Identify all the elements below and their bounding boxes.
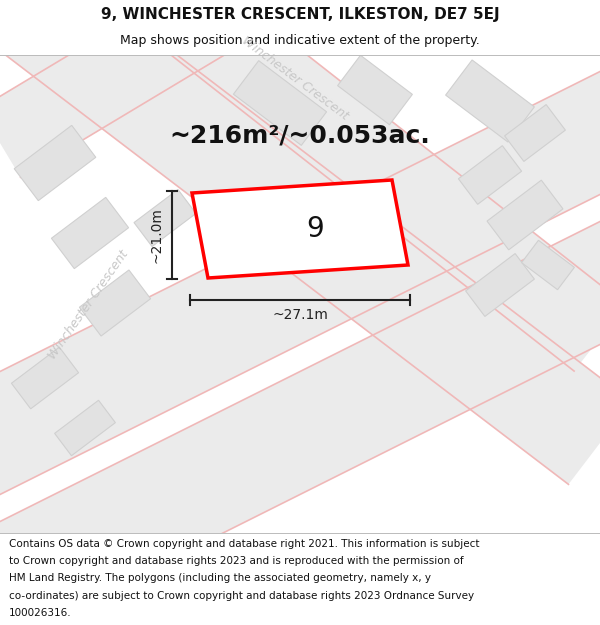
Polygon shape (505, 104, 565, 161)
Polygon shape (466, 254, 535, 316)
Polygon shape (11, 347, 79, 409)
Polygon shape (487, 180, 563, 250)
Polygon shape (79, 270, 151, 336)
Polygon shape (14, 126, 96, 201)
Polygon shape (0, 54, 600, 512)
Polygon shape (134, 189, 196, 246)
Polygon shape (233, 61, 326, 146)
Text: Contains OS data © Crown copyright and database right 2021. This information is : Contains OS data © Crown copyright and d… (9, 539, 479, 549)
Polygon shape (192, 180, 408, 278)
Text: Map shows position and indicative extent of the property.: Map shows position and indicative extent… (120, 34, 480, 47)
Polygon shape (446, 60, 535, 142)
Text: co-ordinates) are subject to Crown copyright and database rights 2023 Ordnance S: co-ordinates) are subject to Crown copyr… (9, 591, 474, 601)
Text: HM Land Registry. The polygons (including the associated geometry, namely x, y: HM Land Registry. The polygons (includin… (9, 574, 431, 584)
Text: ~21.0m: ~21.0m (149, 207, 163, 263)
Text: 9: 9 (306, 215, 324, 243)
Polygon shape (0, 0, 600, 484)
Polygon shape (55, 400, 115, 456)
Polygon shape (521, 240, 574, 290)
Text: 9, WINCHESTER CRESCENT, ILKESTON, DE7 5EJ: 9, WINCHESTER CRESCENT, ILKESTON, DE7 5E… (101, 8, 499, 22)
Text: Winchester Crescent: Winchester Crescent (239, 34, 351, 123)
Text: Winchester Crescent: Winchester Crescent (46, 248, 131, 362)
Polygon shape (0, 204, 600, 625)
Polygon shape (0, 0, 271, 177)
Polygon shape (458, 146, 521, 204)
Polygon shape (52, 198, 128, 269)
Text: 100026316.: 100026316. (9, 609, 71, 619)
Polygon shape (338, 55, 412, 125)
Text: to Crown copyright and database rights 2023 and is reproduced with the permissio: to Crown copyright and database rights 2… (9, 556, 464, 566)
Text: ~27.1m: ~27.1m (272, 308, 328, 322)
Polygon shape (134, 0, 600, 371)
Text: ~216m²/~0.053ac.: ~216m²/~0.053ac. (170, 123, 430, 147)
